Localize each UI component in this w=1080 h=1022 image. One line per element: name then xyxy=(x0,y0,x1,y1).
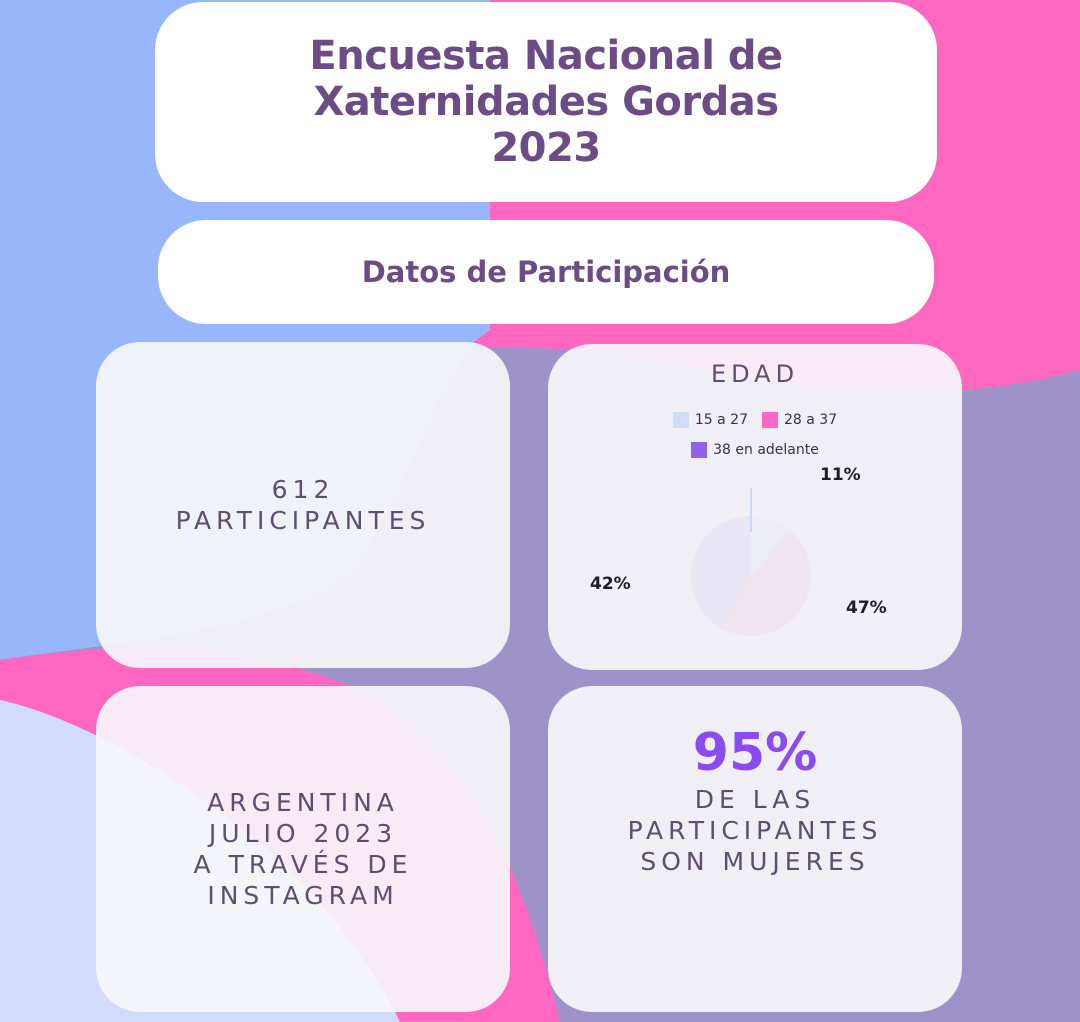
pie-slice-38-plus xyxy=(690,516,751,629)
subtitle: Datos de Participación xyxy=(361,255,731,289)
women-line-3: SON MUJERES xyxy=(640,847,870,876)
legend-swatch-38-plus xyxy=(691,442,708,458)
legend-swatch-15-27 xyxy=(672,412,689,428)
participants-card: 612 PARTICIPANTES xyxy=(96,342,510,668)
legend-row-2: 38 en adelante xyxy=(548,442,962,458)
legend-swatch-28-37 xyxy=(762,412,778,428)
title-card: Encuesta Nacional de Xaternidades Gordas… xyxy=(155,2,937,202)
women-card: 95% DE LAS PARTICIPANTES SON MUJERES xyxy=(548,686,962,1012)
pie-slice-28-37 xyxy=(722,529,812,637)
title-line-3: 2023 xyxy=(491,125,601,171)
subtitle-card: Datos de Participación xyxy=(158,220,934,324)
legend-item-38-plus: 38 en adelante xyxy=(691,442,819,458)
legend-label-38-plus: 38 en adelante xyxy=(713,442,819,458)
pie-chart xyxy=(690,488,812,637)
pie-label-15-27: 11% xyxy=(820,465,861,485)
participants-label: PARTICIPANTES xyxy=(175,506,431,535)
legend-label-28-37: 28 a 37 xyxy=(784,412,838,428)
location-line-3: A TRAVÉS DE xyxy=(193,850,413,879)
pie-label-28-37: 47% xyxy=(846,598,887,618)
legend-item-28-37: 28 a 37 xyxy=(762,412,837,428)
chart-title: EDAD xyxy=(710,360,800,388)
pie-label-38-plus: 42% xyxy=(590,574,631,594)
women-line-1: DE LAS xyxy=(694,785,816,814)
title-line-1: Encuesta Nacional de xyxy=(309,33,783,79)
legend-item-15-27: 15 a 27 xyxy=(672,412,748,428)
location-line-1: ARGENTINA xyxy=(207,788,399,817)
location-line-4: INSTAGRAM xyxy=(207,881,399,910)
participants-number: 612 xyxy=(271,475,335,504)
women-line-2: PARTICIPANTES xyxy=(627,816,883,845)
location-line-2: JULIO 2023 xyxy=(208,819,398,848)
legend-row-1: 15 a 27 28 a 37 xyxy=(548,412,962,428)
legend-label-15-27: 15 a 27 xyxy=(694,412,748,428)
title-line-2: Xaternidades Gordas xyxy=(313,79,779,125)
age-chart-card: EDAD 15 a 27 28 a 37 38 en adelante 11% … xyxy=(548,344,962,670)
pie-slice-15-27 xyxy=(751,516,790,576)
women-percent: 95% xyxy=(692,723,818,783)
location-card: ARGENTINA JULIO 2023 A TRAVÉS DE INSTAGR… xyxy=(96,686,510,1012)
